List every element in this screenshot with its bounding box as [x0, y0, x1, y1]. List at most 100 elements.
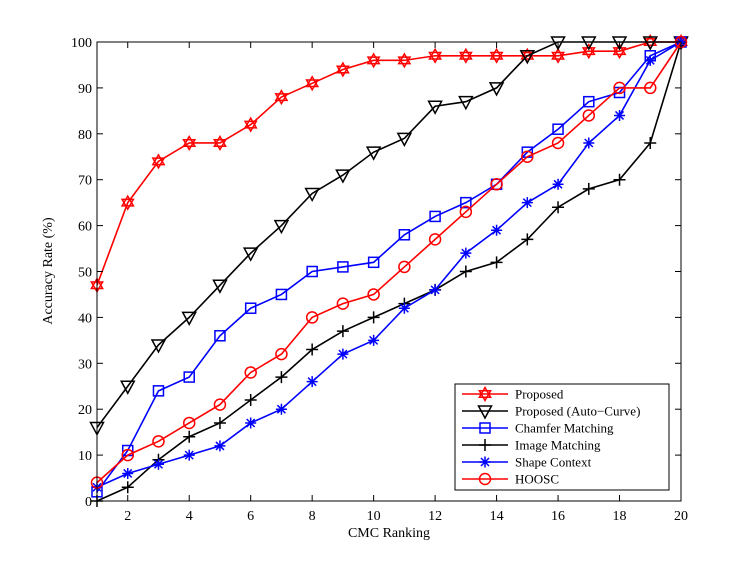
- data-point: [613, 173, 626, 186]
- legend-marker: [478, 472, 492, 486]
- data-point: [214, 330, 226, 342]
- data-point: [458, 95, 474, 111]
- data-point: [183, 449, 195, 461]
- legend-marker: [478, 385, 492, 403]
- data-point: [519, 50, 536, 65]
- x-tick-label: 4: [186, 509, 193, 524]
- x-tick-label: 18: [613, 509, 627, 524]
- data-point: [581, 36, 597, 51]
- x-tick-label: 12: [428, 509, 442, 524]
- data-point: [490, 178, 503, 191]
- data-point: [304, 187, 320, 203]
- data-point: [458, 47, 473, 64]
- data-point: [306, 376, 318, 388]
- data-point: [521, 197, 533, 209]
- series-line: [96, 41, 681, 286]
- y-tick-label: 0: [85, 495, 92, 510]
- data-point: [305, 311, 319, 324]
- data-point: [243, 116, 258, 133]
- data-point: [273, 219, 290, 235]
- data-point: [367, 288, 380, 301]
- data-point: [460, 247, 472, 259]
- data-point: [552, 123, 564, 135]
- x-tick-label: 14: [490, 509, 504, 524]
- data-point: [121, 481, 134, 494]
- data-point: [611, 36, 628, 51]
- y-tick-label: 10: [78, 449, 92, 464]
- legend-entry: Proposed: [462, 385, 564, 403]
- data-point: [152, 435, 165, 448]
- data-point: [521, 233, 534, 246]
- series-1: [89, 36, 689, 437]
- data-point: [120, 194, 135, 211]
- legend-label: Chamfer Matching: [515, 421, 614, 436]
- data-point: [398, 260, 411, 274]
- data-point: [244, 366, 257, 379]
- data-point: [121, 448, 134, 462]
- data-point: [274, 89, 289, 106]
- y-tick-label: 100: [71, 36, 92, 51]
- series-layer: [89, 33, 689, 507]
- legend: Proposed Proposed (Auto−Curve) Chamfer Mat…: [454, 383, 670, 491]
- data-point: [367, 311, 380, 324]
- x-tick-label: 6: [247, 509, 254, 524]
- data-point: [428, 233, 442, 246]
- data-point: [397, 52, 412, 69]
- series-0: [90, 33, 688, 294]
- ticks-layer: 2 4 6 8 10 12 14 16 18 20 0 10 20 30 40 50 60 70 80 90 100: [71, 36, 688, 524]
- legend-marker: [479, 439, 491, 451]
- data-point: [214, 440, 226, 452]
- y-tick-label: 30: [78, 357, 92, 372]
- data-point: [459, 205, 473, 219]
- data-point: [152, 458, 164, 470]
- legend-marker: [479, 456, 491, 468]
- data-point: [306, 343, 319, 356]
- data-point: [212, 279, 228, 294]
- data-point: [275, 403, 287, 415]
- data-point: [213, 134, 227, 151]
- data-point: [122, 467, 134, 479]
- data-point: [583, 137, 595, 149]
- y-tick-label: 40: [78, 311, 92, 326]
- data-point: [245, 417, 257, 429]
- data-point: [398, 229, 411, 241]
- legend-entry: Proposed (Auto−Curve): [462, 404, 640, 420]
- data-point: [337, 261, 349, 273]
- y-tick-label: 60: [78, 220, 92, 235]
- data-point: [368, 334, 380, 346]
- data-point: [305, 75, 320, 92]
- y-tick-label: 50: [78, 266, 92, 281]
- data-point: [119, 380, 136, 395]
- data-point: [614, 109, 626, 121]
- legend-marker: [479, 422, 491, 434]
- data-point: [182, 416, 196, 430]
- x-tick-label: 2: [124, 509, 131, 524]
- x-tick-label: 8: [309, 509, 316, 524]
- data-point: [182, 134, 197, 151]
- series-line: [96, 41, 682, 488]
- x-tick-label: 20: [674, 509, 688, 524]
- data-point: [489, 47, 504, 64]
- data-point: [366, 52, 381, 69]
- data-point: [336, 325, 349, 338]
- data-point: [429, 284, 441, 296]
- data-point: [183, 371, 195, 383]
- legend-label: HOOSC: [515, 472, 559, 487]
- data-point: [552, 178, 564, 190]
- series-line: [96, 41, 682, 502]
- data-point: [398, 302, 410, 314]
- data-point: [491, 224, 503, 236]
- data-point: [644, 54, 656, 66]
- data-point: [242, 247, 259, 262]
- data-point: [488, 82, 505, 97]
- legend-label: Image Matching: [515, 438, 601, 453]
- data-point: [428, 47, 443, 64]
- data-point: [551, 47, 565, 64]
- y-axis-title: Accuracy Rate (%): [41, 217, 56, 325]
- data-point: [275, 347, 288, 361]
- legend-entry: Shape Context: [462, 455, 592, 470]
- data-point: [644, 136, 657, 149]
- data-point: [275, 288, 288, 301]
- data-point: [336, 297, 350, 310]
